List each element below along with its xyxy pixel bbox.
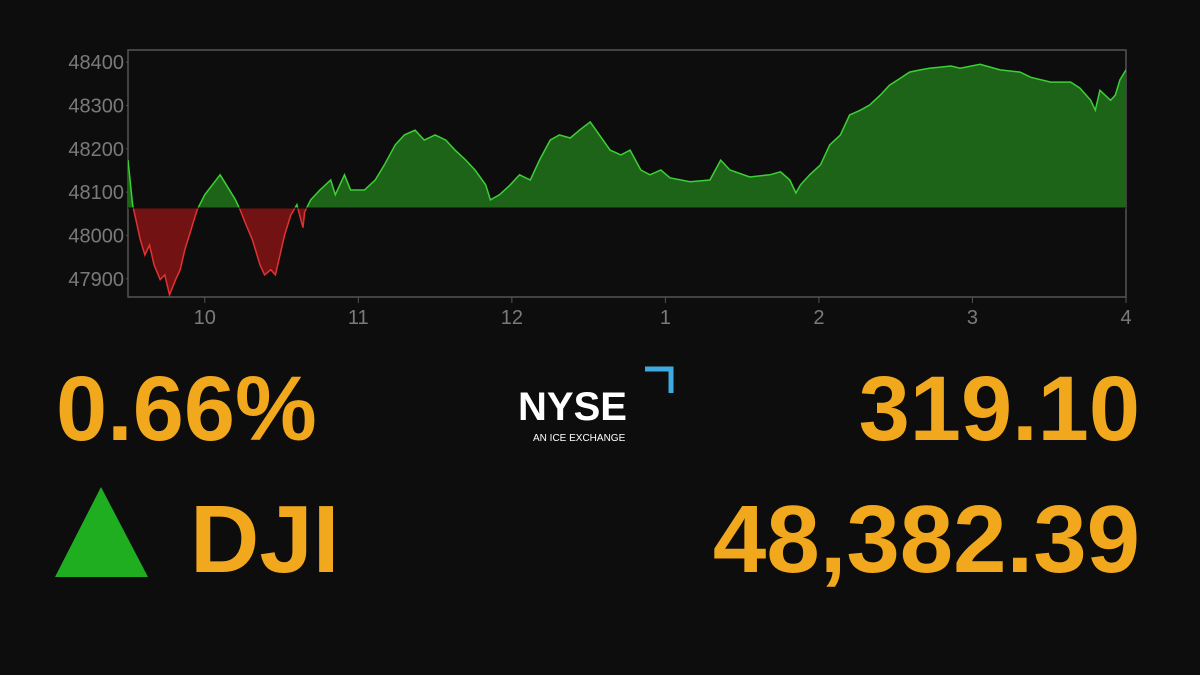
logo-name: NYSE [518, 385, 627, 429]
x-tick-label: 11 [348, 307, 369, 329]
x-tick-label: 1 [660, 307, 671, 329]
y-tick-label: 48200 [68, 139, 124, 161]
symbol: DJI [190, 486, 339, 593]
change-percent: 0.66% [56, 358, 317, 460]
area-down [133, 208, 307, 295]
x-tick-label: 3 [967, 307, 978, 329]
y-tick-label: 48300 [68, 95, 124, 117]
area-up [128, 64, 1126, 209]
logo-tagline: AN ICE EXCHANGE [533, 433, 626, 444]
index-value: 48,382.39 [713, 486, 1140, 593]
y-tick-label: 48400 [68, 52, 124, 74]
x-tick-label: 12 [501, 307, 523, 329]
x-tick-label: 4 [1120, 307, 1131, 329]
nyse-logo: NYSE AN ICE EXCHANGE [518, 366, 674, 444]
logo-bracket [645, 366, 674, 393]
up-arrow [55, 487, 148, 577]
y-tick-label: 48000 [68, 225, 124, 247]
x-tick-label: 2 [813, 307, 824, 329]
y-tick-label: 47900 [68, 269, 124, 291]
line-up [128, 63, 1126, 209]
change: 319.10 [859, 358, 1140, 460]
y-tick-label: 48100 [68, 182, 124, 204]
x-tick-label: 10 [194, 307, 216, 329]
